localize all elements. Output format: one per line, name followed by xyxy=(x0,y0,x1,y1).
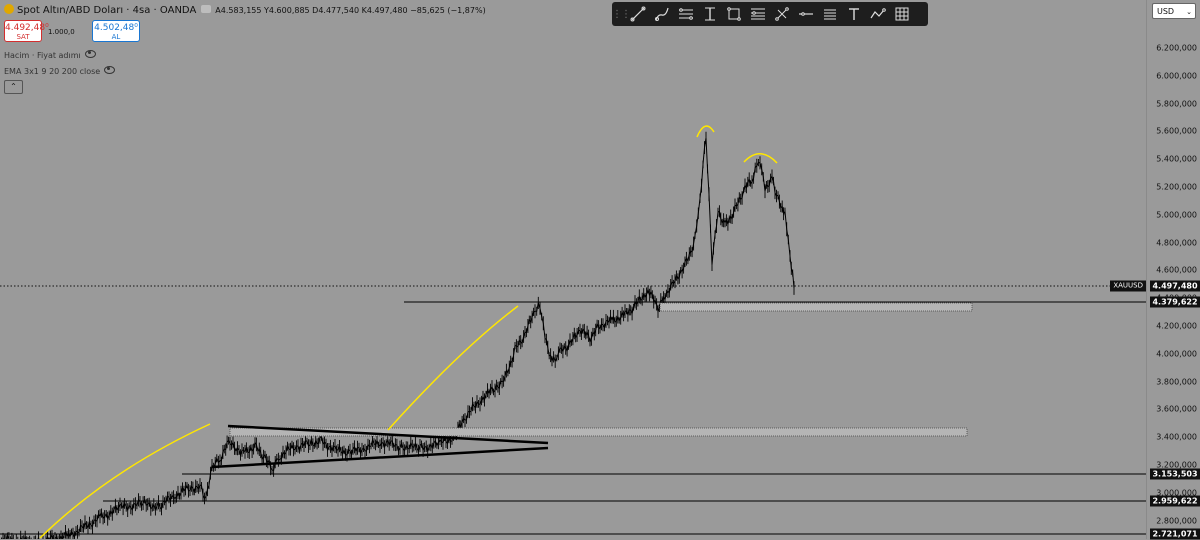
indicator-ema[interactable]: EMA 3x1 9 20 200 close xyxy=(4,66,116,76)
support-zone-lower[interactable] xyxy=(229,427,968,437)
text-icon[interactable] xyxy=(842,3,866,25)
eye-icon[interactable] xyxy=(104,66,116,74)
symbol-legend: Spot Altın/ABD Doları · 4sa · OANDA A4.58… xyxy=(4,4,486,16)
buy-button[interactable]: 4.502,48⁰ AL xyxy=(92,20,140,42)
collapse-legend-button[interactable]: ⌃ xyxy=(4,80,23,94)
price-tick-label: 3.800,000 xyxy=(1156,377,1197,387)
price-line[interactable] xyxy=(0,137,795,539)
price-tick-label: 5.000,000 xyxy=(1156,210,1197,220)
level-tag-4: 2.721,071 xyxy=(1150,528,1200,540)
indicator-volume[interactable]: Hacim · Fiyat adımı xyxy=(4,50,96,60)
chart-area[interactable] xyxy=(0,0,1146,539)
price-tick-label: 4.200,000 xyxy=(1156,321,1197,331)
sell-button[interactable]: 4.492,48⁰ SAT xyxy=(4,20,49,42)
trend-curve-1[interactable] xyxy=(39,423,211,539)
buy-label: AL xyxy=(111,33,121,41)
triangle-lower-line[interactable] xyxy=(211,446,549,469)
horizontal-line-icon[interactable] xyxy=(794,3,818,25)
market-status-icon xyxy=(201,5,212,13)
parallel-channel-icon[interactable] xyxy=(674,3,698,25)
price-tick-label: 2.800,000 xyxy=(1156,516,1197,526)
triangle-upper-line[interactable] xyxy=(227,424,549,445)
sell-label: SAT xyxy=(16,33,30,41)
chevron-down-icon: ⌄ xyxy=(1186,8,1192,16)
price-tick-label: 3.400,000 xyxy=(1156,432,1197,442)
grip-icon[interactable]: ⋮⋮ xyxy=(612,8,631,20)
support-zone-upper[interactable] xyxy=(659,302,973,312)
price-tick-label: 4.000,000 xyxy=(1156,349,1197,359)
level-tag-3: 2.959,622 xyxy=(1150,495,1200,507)
symbol-title[interactable]: Spot Altın/ABD Doları · 4sa · OANDA xyxy=(17,5,197,16)
price-tick-label: 4.800,000 xyxy=(1156,238,1197,248)
buy-price: 4.502,48⁰ xyxy=(94,23,138,33)
trend-line-icon[interactable] xyxy=(626,3,650,25)
price-tick-label: 5.600,000 xyxy=(1156,126,1197,136)
price-tick-label: 5.400,000 xyxy=(1156,154,1197,164)
text-list-icon[interactable] xyxy=(818,3,842,25)
price-tick-label: 3.200,000 xyxy=(1156,460,1197,470)
symbol-logo-icon xyxy=(4,4,14,14)
grid-icon[interactable] xyxy=(890,3,914,25)
trend-curve-2[interactable] xyxy=(387,305,519,431)
level-tag-2: 3.153,503 xyxy=(1150,468,1200,480)
price-tick-label: 6.200,000 xyxy=(1156,43,1197,53)
date-range-icon[interactable] xyxy=(698,3,722,25)
ohlc-values: A4.583,155 Y4.600,885 D4.477,540 K4.497,… xyxy=(215,6,486,15)
brush-icon[interactable] xyxy=(650,3,674,25)
path-icon[interactable] xyxy=(866,3,890,25)
price-scale[interactable]: 6.200,000 6.000,000 5.800,000 5.600,000 5.40… xyxy=(1146,0,1200,539)
peak-arc-head[interactable] xyxy=(696,125,715,138)
indicator-ema-label: EMA 3x1 9 20 200 close xyxy=(4,67,101,76)
price-tick-label: 3.600,000 xyxy=(1156,404,1197,414)
price-tick-label: 5.800,000 xyxy=(1156,99,1197,109)
price-tick-label: 5.200,000 xyxy=(1156,182,1197,192)
price-tick-label: 4.600,000 xyxy=(1156,265,1197,275)
price-tick-label: 6.000,000 xyxy=(1156,71,1197,81)
drawing-toolbar: ⋮⋮ xyxy=(612,2,928,26)
price-tick-label: 3.000,000 xyxy=(1156,488,1197,498)
indicator-volume-label: Hacim · Fiyat adımı xyxy=(4,51,81,60)
pitchfork-icon[interactable] xyxy=(770,3,794,25)
level-tag-1: 4.379,622 xyxy=(1150,296,1200,308)
lot-size[interactable]: 1.000,0 xyxy=(48,28,75,36)
symbol-price-tag: XAUUSD xyxy=(1110,280,1146,292)
peak-arc-shoulder[interactable] xyxy=(743,153,778,164)
currency-label: USD xyxy=(1157,7,1175,16)
chevron-up-icon: ⌃ xyxy=(10,82,17,91)
sell-price: 4.492,48⁰ xyxy=(5,23,49,33)
eye-icon[interactable] xyxy=(84,50,96,58)
rectangle-icon[interactable] xyxy=(722,3,746,25)
fib-retracement-icon[interactable] xyxy=(746,3,770,25)
current-price-tag: 4.497,480 xyxy=(1150,280,1200,292)
currency-select[interactable]: USD ⌄ xyxy=(1152,3,1196,19)
candle-wicks[interactable] xyxy=(0,131,795,539)
price-chart[interactable] xyxy=(0,0,1146,539)
